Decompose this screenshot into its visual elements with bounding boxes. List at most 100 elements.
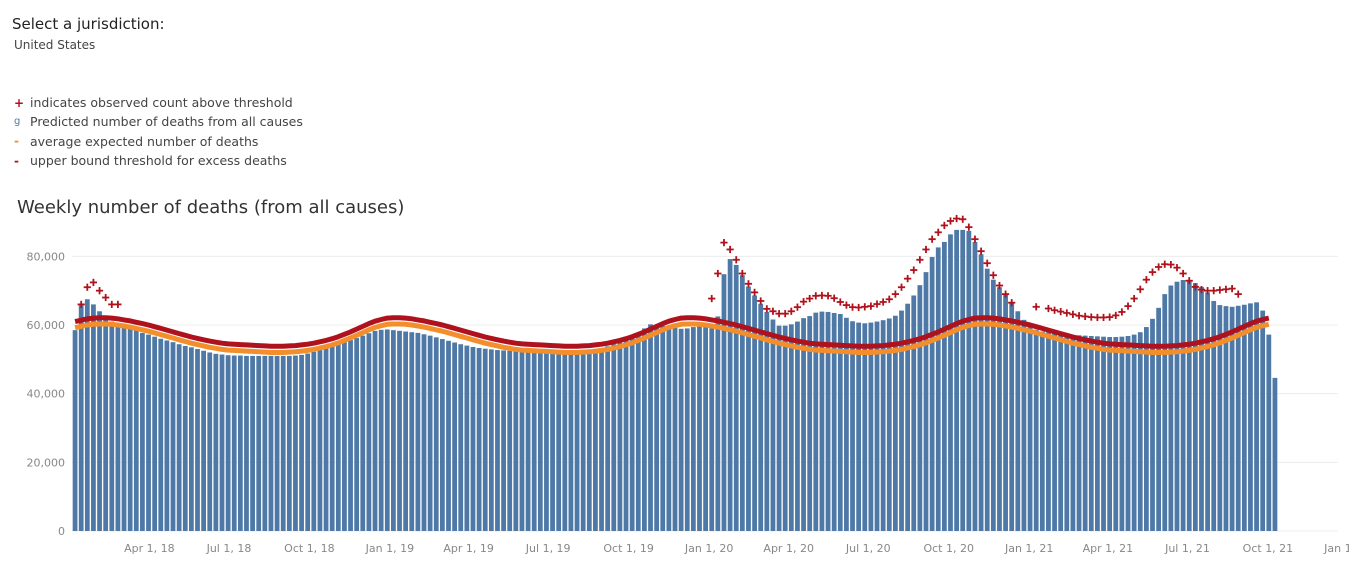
bar[interactable] bbox=[115, 324, 121, 531]
bar[interactable] bbox=[917, 285, 923, 531]
bar[interactable] bbox=[935, 247, 941, 531]
observed-plus-marker[interactable] bbox=[1130, 294, 1138, 303]
bar[interactable] bbox=[678, 328, 684, 531]
observed-plus-marker[interactable] bbox=[1118, 308, 1126, 316]
observed-plus-marker[interactable] bbox=[842, 301, 851, 309]
bar[interactable] bbox=[1229, 306, 1235, 531]
bar[interactable] bbox=[941, 241, 947, 531]
bar[interactable] bbox=[886, 318, 892, 531]
bar[interactable] bbox=[1070, 334, 1076, 531]
bar[interactable] bbox=[348, 340, 353, 531]
bar[interactable] bbox=[819, 311, 825, 531]
bar[interactable] bbox=[201, 350, 207, 531]
bar[interactable] bbox=[997, 287, 1002, 531]
observed-plus-marker[interactable] bbox=[77, 300, 85, 308]
observed-plus-marker[interactable] bbox=[1087, 313, 1095, 321]
bar[interactable] bbox=[84, 299, 90, 531]
observed-plus-marker[interactable] bbox=[799, 298, 808, 306]
bar[interactable] bbox=[1027, 326, 1033, 531]
observed-plus-marker[interactable] bbox=[891, 290, 899, 298]
observed-plus-marker[interactable] bbox=[855, 303, 863, 312]
bar[interactable] bbox=[268, 355, 274, 531]
observed-plus-marker[interactable] bbox=[787, 307, 795, 315]
bar[interactable] bbox=[384, 329, 390, 531]
bar[interactable] bbox=[813, 312, 819, 531]
bar[interactable] bbox=[550, 353, 555, 531]
observed-plus-marker[interactable] bbox=[1173, 264, 1181, 272]
observed-plus-marker[interactable] bbox=[1124, 302, 1132, 310]
observed-plus-marker[interactable] bbox=[1228, 285, 1236, 293]
bar[interactable] bbox=[329, 346, 335, 531]
bar[interactable] bbox=[635, 332, 641, 531]
bar[interactable] bbox=[531, 352, 537, 531]
bar[interactable] bbox=[195, 349, 200, 531]
bar[interactable] bbox=[739, 275, 745, 531]
bar[interactable] bbox=[415, 332, 421, 531]
bar[interactable] bbox=[899, 310, 904, 531]
bar[interactable] bbox=[91, 304, 96, 531]
bar[interactable] bbox=[770, 319, 776, 531]
bar[interactable] bbox=[629, 336, 635, 531]
observed-plus-marker[interactable] bbox=[1210, 287, 1218, 295]
bar[interactable] bbox=[782, 325, 788, 531]
observed-plus-marker[interactable] bbox=[744, 280, 753, 288]
observed-plus-marker[interactable] bbox=[1032, 303, 1040, 311]
observed-plus-marker[interactable] bbox=[867, 302, 875, 310]
bar[interactable] bbox=[850, 321, 855, 531]
bar[interactable] bbox=[127, 328, 133, 531]
observed-plus-marker[interactable] bbox=[1148, 268, 1157, 276]
bar[interactable] bbox=[568, 353, 574, 531]
bar[interactable] bbox=[1260, 310, 1266, 531]
bar[interactable] bbox=[342, 342, 347, 531]
bar[interactable] bbox=[727, 259, 733, 531]
bar[interactable] bbox=[593, 349, 598, 531]
observed-plus-marker[interactable] bbox=[959, 215, 967, 223]
bar[interactable] bbox=[1131, 334, 1137, 531]
bar[interactable] bbox=[954, 229, 959, 531]
observed-plus-marker[interactable] bbox=[818, 291, 826, 300]
bar[interactable] bbox=[1174, 281, 1180, 531]
observed-plus-marker[interactable] bbox=[769, 307, 777, 315]
bar[interactable] bbox=[948, 234, 953, 532]
bar[interactable] bbox=[225, 355, 231, 531]
bar[interactable] bbox=[617, 342, 623, 531]
observed-plus-marker[interactable] bbox=[1106, 313, 1114, 321]
observed-plus-marker[interactable] bbox=[934, 228, 942, 236]
observed-plus-marker[interactable] bbox=[1155, 263, 1163, 271]
bar[interactable] bbox=[1052, 332, 1057, 531]
bar[interactable] bbox=[446, 340, 451, 531]
bar[interactable] bbox=[1033, 329, 1039, 531]
observed-plus-marker[interactable] bbox=[775, 310, 783, 318]
observed-plus-marker[interactable] bbox=[763, 305, 771, 313]
bar[interactable] bbox=[929, 257, 935, 531]
bar[interactable] bbox=[825, 311, 831, 531]
bar[interactable] bbox=[103, 316, 109, 531]
bar[interactable] bbox=[1064, 334, 1070, 531]
observed-plus-marker[interactable] bbox=[83, 283, 91, 291]
observed-plus-marker[interactable] bbox=[879, 298, 887, 306]
observed-plus-marker[interactable] bbox=[1001, 290, 1010, 298]
bar[interactable] bbox=[109, 321, 115, 531]
observed-plus-marker[interactable] bbox=[824, 292, 832, 300]
observed-plus-marker[interactable] bbox=[726, 245, 734, 254]
bar[interactable] bbox=[733, 264, 739, 531]
bar[interactable] bbox=[966, 230, 972, 531]
bar[interactable] bbox=[439, 339, 445, 531]
bar[interactable] bbox=[464, 345, 470, 531]
observed-plus-marker[interactable] bbox=[1093, 313, 1102, 322]
observed-plus-marker[interactable] bbox=[873, 300, 881, 308]
bar[interactable] bbox=[427, 335, 433, 531]
bar[interactable] bbox=[537, 352, 543, 531]
bar[interactable] bbox=[990, 279, 996, 531]
bar[interactable] bbox=[605, 346, 611, 531]
bar[interactable] bbox=[421, 334, 427, 531]
bar[interactable] bbox=[366, 333, 372, 531]
bar[interactable] bbox=[715, 316, 721, 531]
bar[interactable] bbox=[697, 325, 702, 531]
observed-plus-marker[interactable] bbox=[95, 287, 104, 295]
bar[interactable] bbox=[856, 322, 862, 531]
bar[interactable] bbox=[654, 324, 660, 531]
bar[interactable] bbox=[495, 350, 500, 531]
bar[interactable] bbox=[1021, 319, 1027, 531]
